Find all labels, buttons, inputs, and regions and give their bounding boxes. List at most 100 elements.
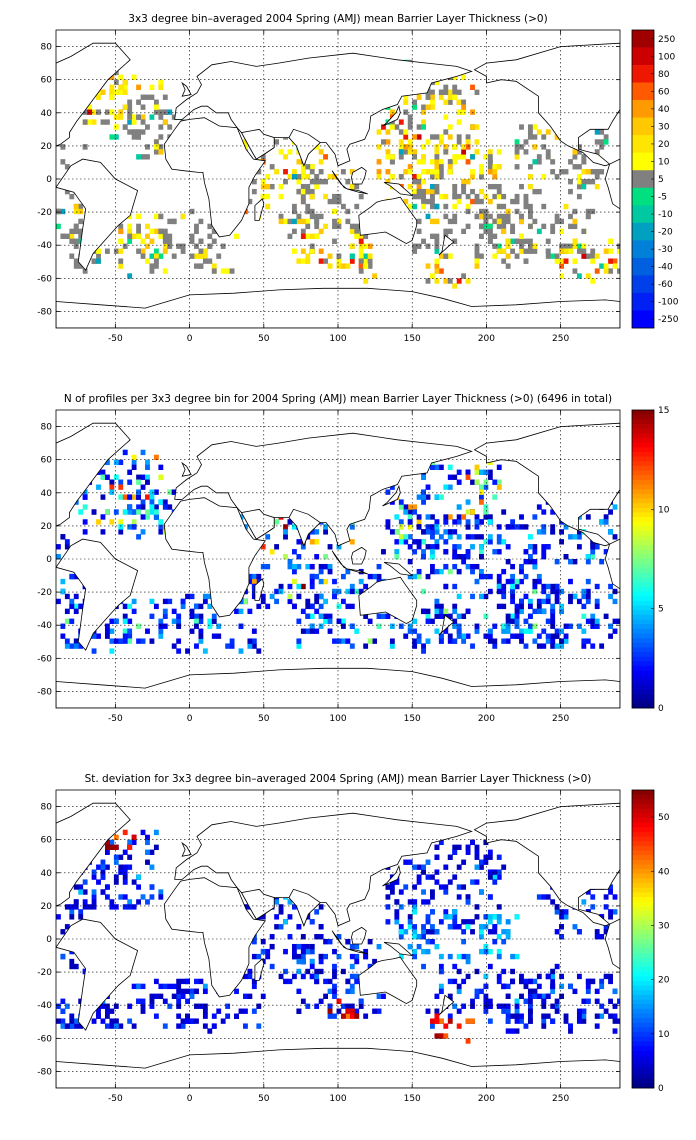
data-cell (412, 539, 418, 545)
data-cell (283, 978, 288, 985)
y-tick-label: 0 (46, 175, 52, 185)
data-cell (576, 144, 582, 150)
data-cell (447, 159, 453, 165)
data-cell (274, 899, 280, 905)
data-cell (407, 139, 413, 145)
data-cell (127, 213, 133, 220)
data-cell (465, 203, 471, 210)
data-cell (140, 529, 146, 535)
data-cell (585, 988, 591, 995)
data-cell (456, 1023, 462, 1029)
data-cell (336, 263, 342, 269)
data-cell (603, 613, 609, 619)
data-cell (510, 228, 516, 235)
data-cell (332, 208, 337, 215)
data-cell (603, 514, 609, 520)
data-cell (608, 509, 613, 515)
colorbar-segment (632, 222, 654, 241)
data-cell (465, 924, 471, 930)
data-cell (470, 84, 475, 90)
data-cell (550, 638, 556, 644)
data-cell (332, 223, 337, 230)
data-cell (581, 588, 587, 595)
data-cell (581, 159, 587, 165)
data-cell (434, 494, 440, 500)
data-cell (585, 213, 591, 220)
data-cell (612, 894, 618, 900)
data-cell (496, 573, 502, 580)
data-cell (309, 193, 315, 200)
data-cell (60, 929, 66, 935)
data-cell (122, 84, 128, 90)
data-cell (136, 489, 141, 495)
data-cell (470, 544, 475, 550)
data-cell (309, 623, 315, 629)
coastline (240, 888, 275, 920)
data-cell (109, 899, 115, 905)
data-cell (64, 544, 70, 550)
data-cell (510, 968, 516, 975)
colorbar-segment (632, 187, 654, 206)
x-tick-label: 250 (552, 714, 569, 724)
data-cell (425, 939, 431, 945)
data-cell (523, 643, 529, 649)
data-cell (198, 603, 204, 610)
data-cell (554, 213, 560, 220)
data-cell (505, 638, 511, 644)
data-cell (149, 884, 155, 890)
data-cell (363, 613, 369, 619)
data-cell (545, 973, 551, 980)
data-cell (407, 859, 413, 865)
data-cell (425, 514, 431, 520)
data-cell (590, 978, 596, 985)
data-cell (527, 203, 533, 210)
data-cell (162, 499, 168, 505)
data-cell (581, 1018, 587, 1024)
data-cell (536, 598, 542, 605)
data-cell (572, 154, 578, 160)
data-cell (202, 253, 208, 259)
data-cell (69, 1018, 75, 1024)
data-cell (443, 889, 449, 895)
data-cell (185, 978, 190, 985)
data-cell (389, 124, 395, 130)
data-cell (56, 1018, 61, 1024)
data-cell (594, 1023, 600, 1029)
data-cell (278, 909, 284, 915)
data-cell (122, 869, 128, 875)
data-cell (247, 573, 253, 580)
data-cell (510, 583, 516, 590)
data-cell (559, 914, 564, 920)
data-cell (118, 479, 124, 485)
data-cell (131, 983, 137, 990)
data-cell (536, 578, 542, 585)
data-cell (336, 998, 342, 1004)
data-cell (243, 598, 248, 605)
data-cell (305, 183, 311, 190)
data-cell (416, 174, 422, 180)
data-cell (550, 223, 556, 230)
data-cell (136, 223, 141, 230)
data-cell (243, 1023, 248, 1029)
data-cell (479, 554, 484, 560)
data-cell (247, 198, 253, 205)
data-cell (104, 248, 110, 254)
data-cell (354, 1008, 360, 1014)
coastline (382, 864, 401, 887)
data-cell (483, 998, 489, 1004)
data-cell (407, 924, 413, 930)
data-cell (91, 889, 97, 895)
data-cell (131, 879, 137, 885)
data-cell (96, 864, 101, 870)
data-cell (510, 613, 516, 619)
data-cell (434, 844, 440, 850)
data-cell (563, 633, 569, 639)
data-cell (394, 514, 400, 520)
data-cell (554, 218, 560, 225)
data-cell (461, 179, 467, 185)
data-cell (550, 1018, 556, 1024)
data-cell (554, 1008, 560, 1014)
data-cell (247, 973, 253, 980)
data-cell (443, 514, 449, 520)
data-cell (104, 844, 110, 850)
